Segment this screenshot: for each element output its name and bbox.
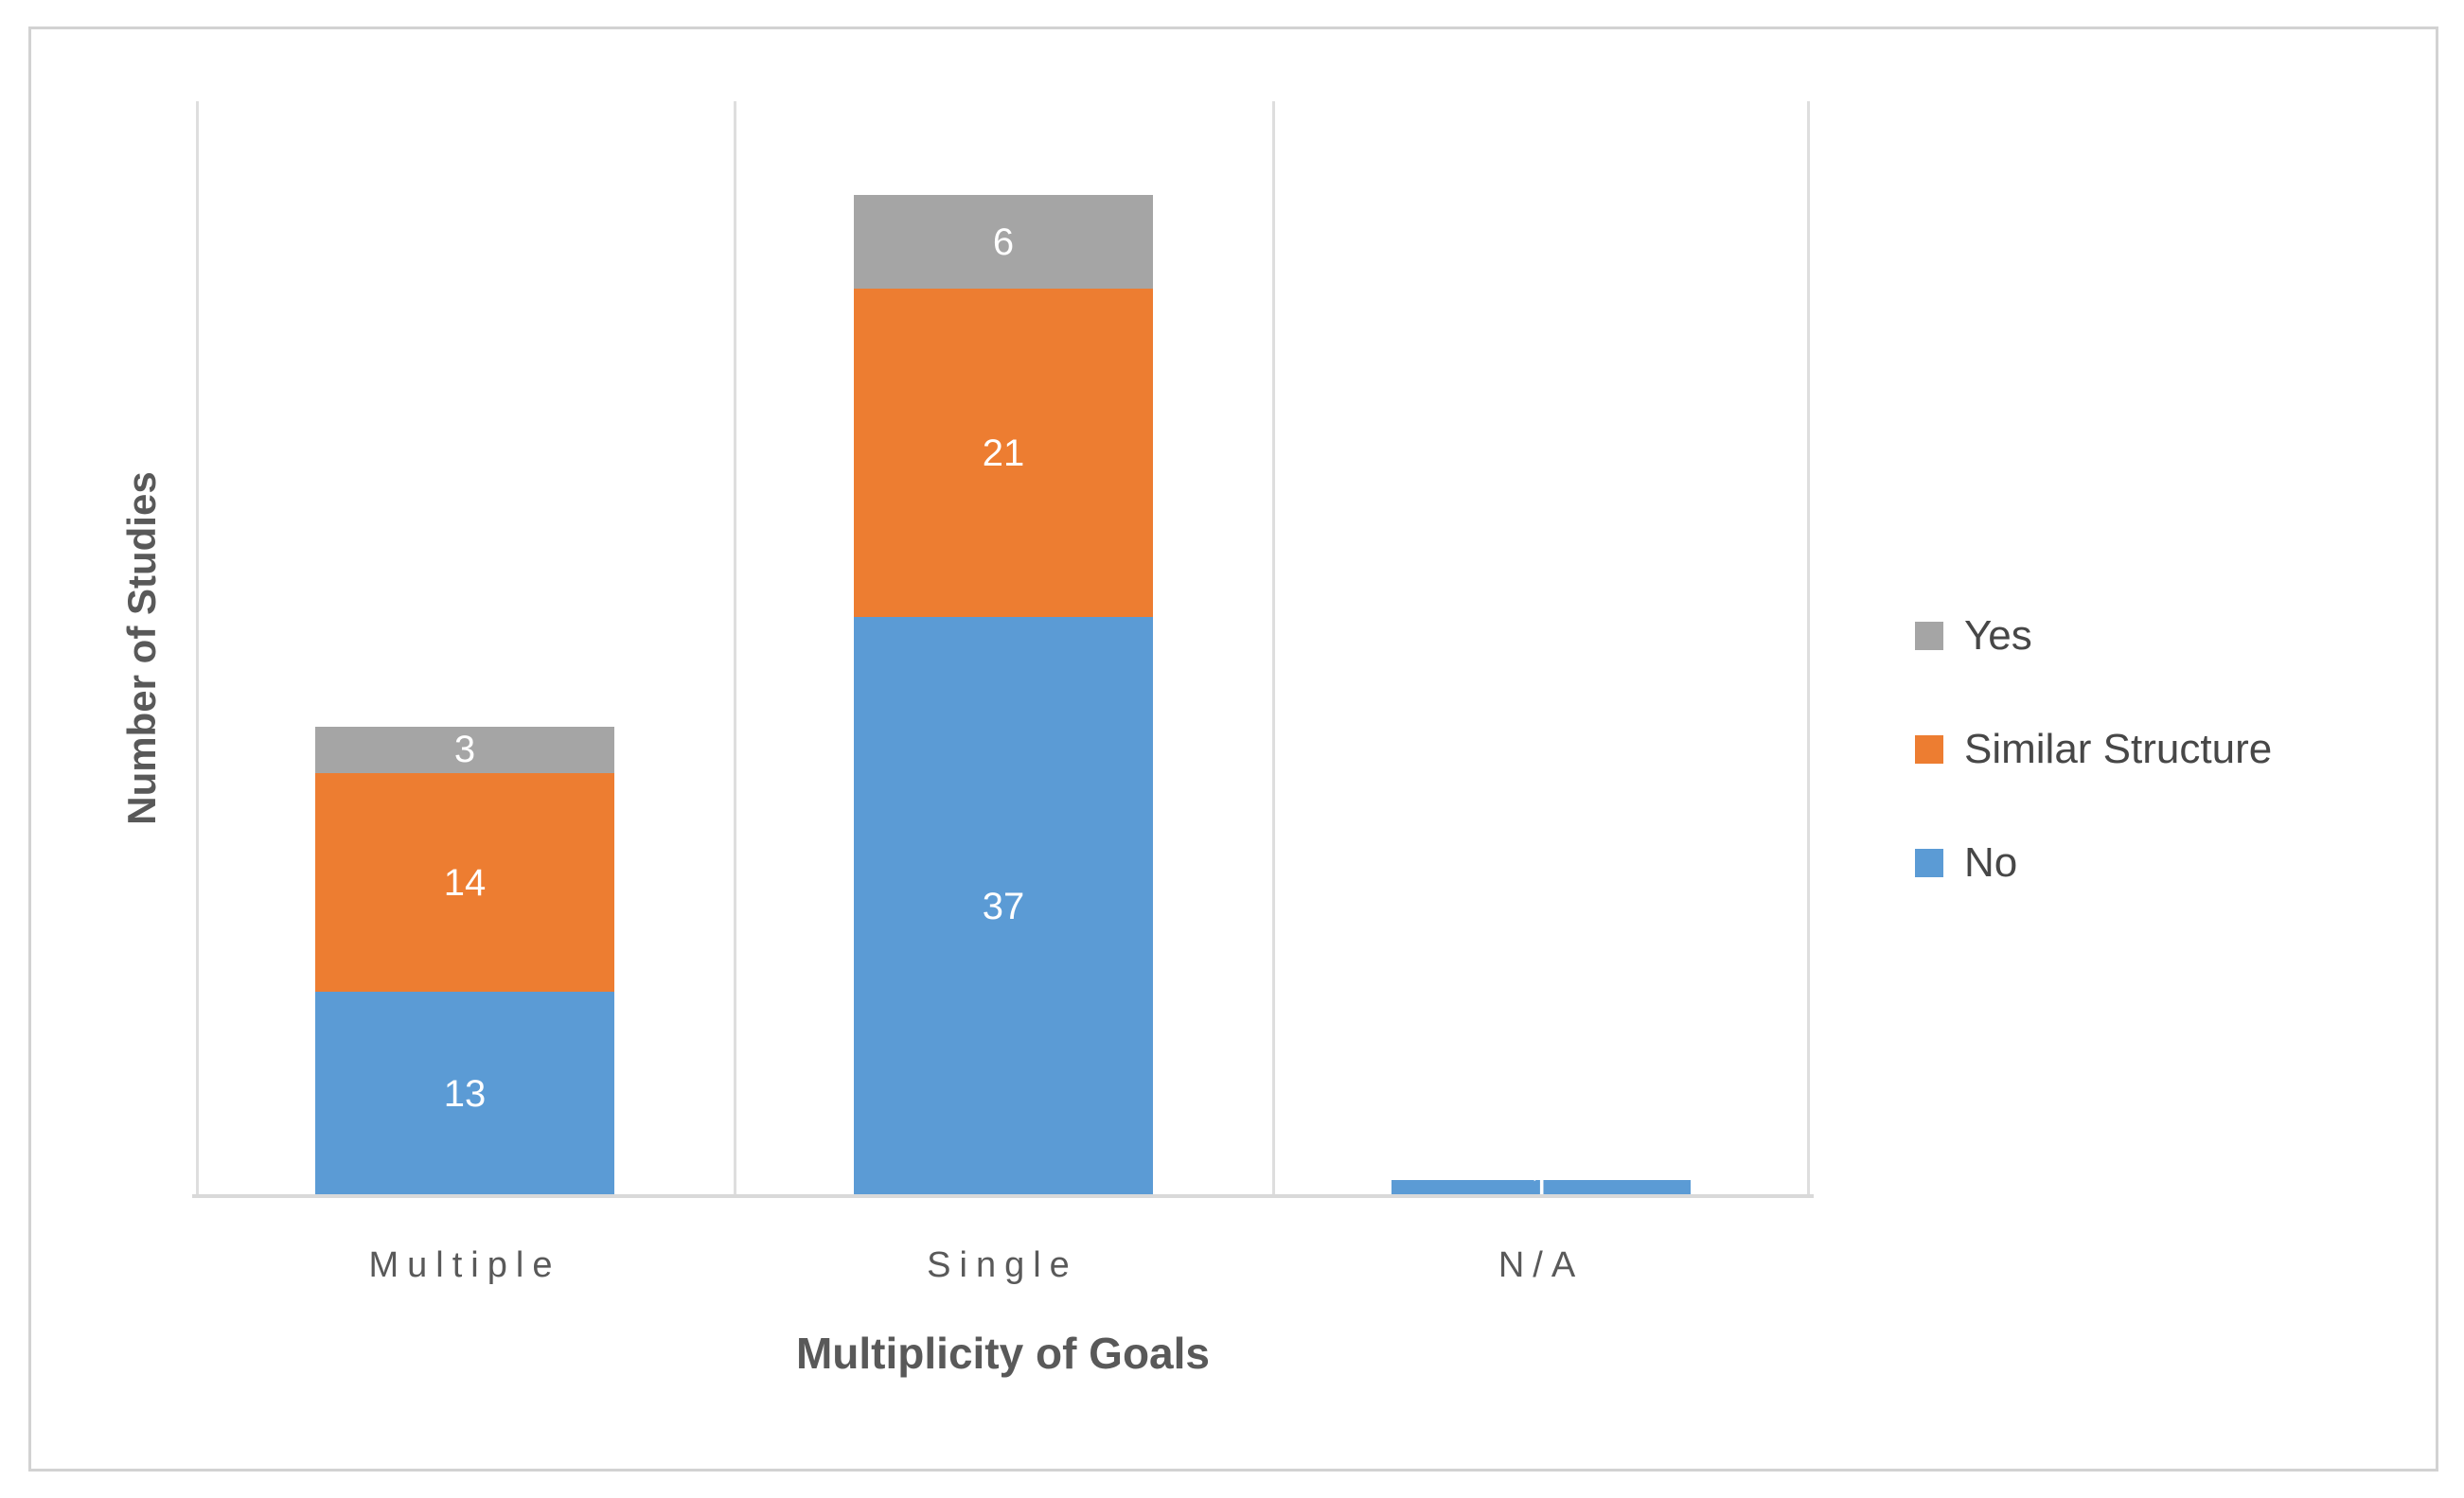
bar-segment-yes-single: 6: [854, 195, 1153, 290]
data-label: 14: [443, 861, 487, 904]
category-label-multiple: Multiple: [368, 1245, 561, 1285]
legend-item-similar-structure: Similar Structure: [1915, 729, 2272, 770]
category-label-n-a: N/A: [1498, 1245, 1585, 1285]
data-label: 6: [992, 220, 1015, 263]
x-axis-line: [192, 1194, 1814, 1198]
data-label: 13: [443, 1072, 487, 1115]
category-label-single: Single: [927, 1245, 1078, 1285]
category-separator-line: [734, 101, 736, 1195]
data-label: 37: [982, 885, 1025, 927]
legend-swatch-yes: [1915, 622, 1943, 650]
legend: Yes Similar Structure No: [1915, 615, 2272, 884]
bar-segment-no-multiple: 13: [315, 992, 614, 1195]
data-label: 21: [982, 432, 1025, 474]
bar-segment-no-single: 37: [854, 617, 1153, 1195]
data-label: 1: [1531, 1180, 1551, 1196]
legend-label-no: No: [1964, 839, 2018, 886]
plot-area: 13 14 3 Multiple 37 21 6 Single 1 N/A: [192, 101, 1814, 1285]
bar-segment-similar-structure-multiple: 14: [315, 773, 614, 993]
x-axis-title: Multiplicity of Goals: [795, 1329, 1211, 1378]
category-separator-line: [1272, 101, 1275, 1195]
legend-item-yes: Yes: [1915, 615, 2272, 657]
legend-swatch-similar-structure: [1915, 735, 1943, 764]
data-label: 3: [453, 729, 476, 771]
legend-label-yes: Yes: [1964, 612, 2032, 659]
y-axis-line: [196, 101, 199, 1195]
bar-segment-yes-multiple: 3: [315, 726, 614, 774]
bar-segment-similar-structure-single: 21: [854, 289, 1153, 617]
category-separator-line: [1807, 101, 1810, 1195]
legend-label-similar-structure: Similar Structure: [1964, 726, 2273, 772]
legend-item-no: No: [1915, 842, 2272, 884]
bar-segment-no-n-a: 1: [1392, 1179, 1691, 1196]
legend-swatch-no: [1915, 849, 1943, 877]
y-axis-title: Number of Studies: [119, 471, 164, 825]
